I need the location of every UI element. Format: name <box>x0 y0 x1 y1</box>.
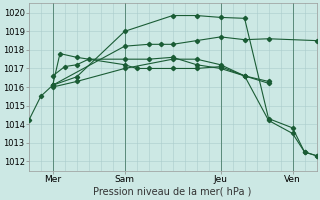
X-axis label: Pression niveau de la mer( hPa ): Pression niveau de la mer( hPa ) <box>93 187 252 197</box>
